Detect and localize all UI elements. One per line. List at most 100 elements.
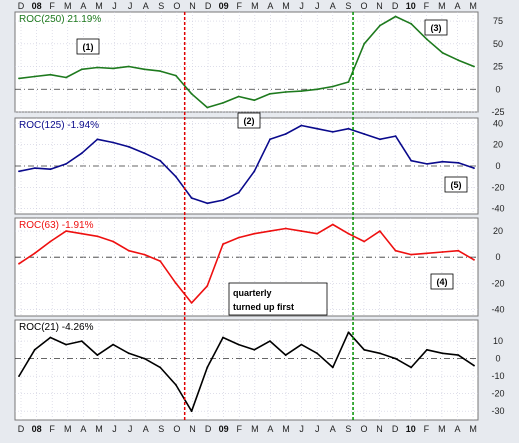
panel-1-data-point	[441, 160, 444, 163]
panel-2-data-point	[316, 232, 318, 235]
top-month-label: A	[80, 1, 86, 11]
panel-3-ytick: -10	[491, 371, 504, 381]
panel-3-data-point	[331, 366, 334, 369]
panel-0-ytick: 50	[493, 39, 503, 49]
panel-1-data-point	[18, 170, 20, 173]
panel-3-data-point	[410, 366, 413, 369]
top-month-label: M	[95, 1, 103, 11]
panel-1-data-point	[473, 167, 475, 170]
panel-0-data-point	[426, 38, 428, 41]
panel-0-data-point	[363, 42, 366, 45]
panel-3-frame	[14, 319, 479, 421]
panel-3-data-point	[190, 410, 193, 413]
panel-3-data-point	[222, 336, 224, 339]
panel-3-data-point	[49, 336, 52, 339]
panel-1-ytick: 40	[493, 118, 503, 128]
panel-2-data-point	[18, 262, 20, 265]
panel-3-data-point	[33, 348, 36, 351]
panel-2-data-point	[190, 302, 193, 304]
bottom-month-label: O	[173, 424, 180, 434]
panel-2-data-point	[269, 230, 271, 233]
panel-3-data-point	[253, 348, 256, 351]
panel-3-data-point	[127, 352, 130, 355]
top-month-label: F	[49, 1, 55, 11]
panel-0-data-point	[269, 92, 271, 95]
panel-1-ytick: -40	[491, 204, 504, 214]
panel-3-ytick: 10	[493, 336, 503, 346]
bottom-month-label: M	[469, 424, 477, 434]
bottom-month-label: M	[95, 424, 103, 434]
panel-2-data-point	[300, 230, 303, 233]
panel-3-data-point	[441, 352, 444, 355]
panel-0-data-point	[127, 65, 130, 68]
bottom-month-label: S	[345, 424, 351, 434]
panel-3-data-point	[269, 340, 271, 342]
panel-2-data-point	[49, 240, 52, 243]
panel-1-data-point	[394, 135, 397, 138]
panel-0-data-point	[441, 52, 444, 54]
panel-1-data-point	[159, 159, 162, 162]
top-month-label: A	[267, 1, 273, 11]
panel-1-data-point	[363, 133, 366, 135]
bottom-month-label: D	[392, 424, 399, 434]
panel-2-data-point	[65, 230, 67, 233]
panel-2-series-line	[18, 223, 475, 304]
bottom-month-label: F	[236, 424, 242, 434]
panel-1-ytick: -20	[491, 182, 504, 192]
panel-0-data-point	[331, 85, 334, 88]
panel-1-data-point	[300, 124, 303, 127]
top-month-label: A	[143, 1, 149, 11]
panel-0-data-point	[347, 81, 350, 83]
panel-3-data-point	[175, 384, 177, 386]
panel-1-data-point	[457, 161, 460, 164]
panel-3-data-point	[316, 352, 318, 355]
panel-0-data-point	[206, 106, 209, 109]
top-month-label: J	[128, 1, 133, 11]
top-month-label: D	[18, 1, 25, 11]
panel-1-data-point	[65, 163, 67, 165]
bottom-month-label: J	[315, 424, 320, 434]
top-month-label: J	[299, 1, 304, 11]
top-month-label: S	[158, 1, 164, 11]
panel-1-data-point	[143, 152, 146, 155]
annotation-3: (3)	[431, 23, 442, 33]
panel-1-ytick: 20	[493, 140, 503, 150]
panel-2-data-point	[206, 285, 209, 287]
panel-3-data-point	[426, 348, 428, 351]
panel-1-data-point	[206, 202, 209, 205]
panel-2-data-point	[143, 253, 146, 256]
panel-3-data-point	[300, 343, 303, 346]
panel-1-data-point	[379, 138, 381, 141]
panel-0-data-point	[190, 92, 193, 95]
panel-2-data-point	[394, 249, 397, 252]
bottom-month-label: N	[376, 424, 383, 434]
panel-0-data-point	[175, 74, 177, 77]
panel-3-data-point	[18, 375, 20, 377]
panel-3-title: ROC(21) -4.26%	[19, 322, 94, 333]
panel-1-data-point	[190, 197, 193, 199]
panel-3-data-point	[394, 357, 397, 360]
panel-0-data-point	[379, 24, 381, 27]
panel-0-data-point	[65, 76, 67, 79]
panel-3-data-point	[457, 354, 460, 356]
top-month-label: 10	[406, 1, 416, 11]
panel-2-data-point	[473, 258, 475, 261]
panel-0-ytick: -25	[491, 107, 504, 117]
panel-1-data-point	[175, 175, 177, 178]
panel-2-data-point	[253, 232, 256, 235]
top-month-label: M	[282, 1, 290, 11]
annotation-2-box	[237, 112, 261, 129]
top-month-label: N	[376, 1, 383, 11]
annotation-5: (5)	[451, 180, 462, 190]
top-month-label: S	[345, 1, 351, 11]
annotation-quarterly-line1: quarterly	[233, 288, 272, 298]
panel-2-data-point	[80, 232, 83, 235]
panel-0-ytick: 25	[493, 62, 503, 72]
panel-3-data-point	[473, 364, 475, 367]
bottom-month-label: 09	[219, 424, 229, 434]
bottom-month-label: J	[112, 424, 117, 434]
bottom-month-label: M	[64, 424, 72, 434]
panel-2-data-point	[237, 236, 240, 239]
